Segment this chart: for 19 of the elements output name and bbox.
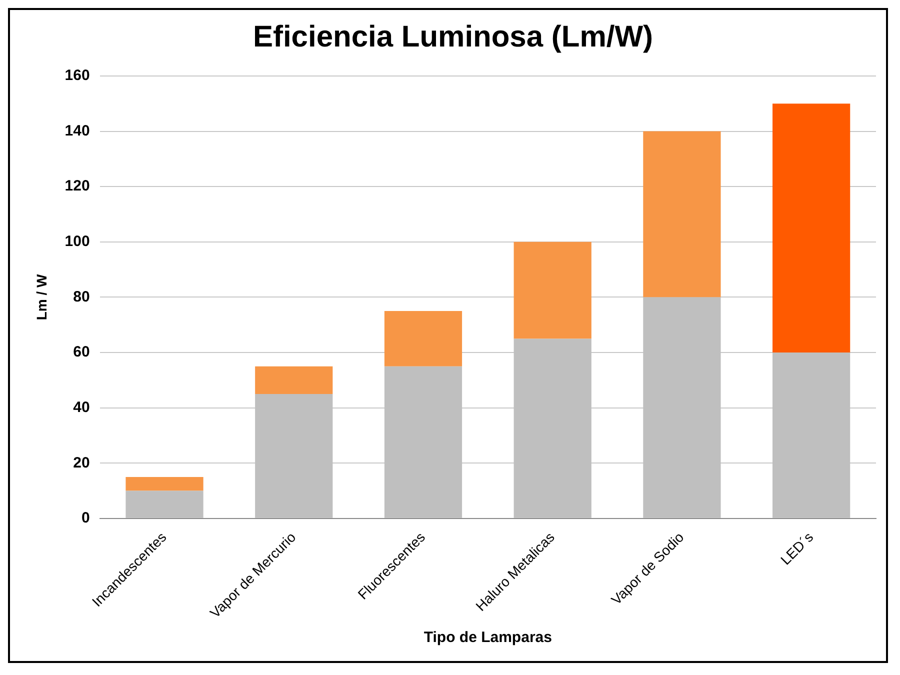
y-tick-label: 40 [73,398,90,416]
y-tick-label: 0 [81,510,90,527]
bar [384,311,462,366]
bar [643,131,721,298]
bar [514,242,592,339]
bar [255,366,333,394]
chart-title: Eficiencia Luminosa (Lm/W) [252,20,654,54]
y-tick-label: 160 [64,67,90,84]
bar [126,490,204,518]
bar [772,104,850,353]
x-axis-title: Tipo de Lamparas [424,629,552,646]
y-tick-label: 120 [64,178,90,195]
y-tick-label: 60 [73,344,90,361]
y-tick-label: 20 [73,454,90,472]
y-tick-label: 100 [64,233,90,250]
bar [126,476,204,491]
y-tick-label: 80 [73,288,90,306]
y-axis-title: Lm / W [33,273,50,320]
y-tick-label: 140 [64,122,90,140]
